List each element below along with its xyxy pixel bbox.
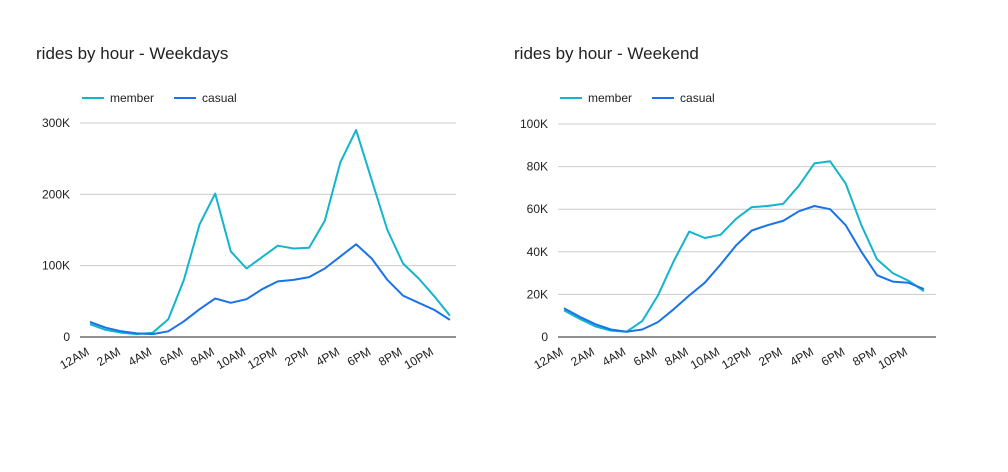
y-tick-label: 300K <box>42 116 70 130</box>
x-tick-label: 6PM <box>345 344 373 368</box>
x-tick-label: 4AM <box>600 344 628 368</box>
x-tick-label: 8PM <box>376 344 404 368</box>
x-tick-label: 12AM <box>531 344 565 372</box>
x-tick-label: 4AM <box>126 344 154 368</box>
y-tick-label: 100K <box>520 117 548 131</box>
x-tick-label: 8PM <box>850 344 878 368</box>
y-tick-label: 80K <box>527 160 548 174</box>
x-tick-label: 6AM <box>157 344 185 368</box>
legend-item-casual: casual <box>174 91 237 105</box>
legend-swatch-member <box>82 97 104 99</box>
legend-item-member: member <box>560 91 632 105</box>
y-tick-label: 60K <box>527 202 548 216</box>
x-tick-label: 4PM <box>314 344 342 368</box>
legend-label: member <box>110 91 155 105</box>
y-tick-label: 40K <box>527 245 548 259</box>
chart-legend: member casual <box>560 91 735 105</box>
x-tick-label: 2PM <box>756 344 784 368</box>
chart-weekdays: rides by hour - Weekdays member casual 0… <box>0 0 480 472</box>
legend-label: member <box>588 91 633 105</box>
y-tick-label: 0 <box>541 330 548 344</box>
x-tick-label: 12AM <box>57 344 91 372</box>
x-tick-label: 2PM <box>282 344 310 368</box>
legend-swatch-casual <box>174 97 197 99</box>
x-tick-label: 10PM <box>876 344 910 372</box>
x-tick-label: 12PM <box>245 344 279 372</box>
y-tick-label: 100K <box>42 259 70 273</box>
x-tick-label: 6PM <box>819 344 847 368</box>
x-tick-label: 8AM <box>662 344 690 368</box>
y-tick-label: 200K <box>42 187 70 201</box>
x-tick-label: 8AM <box>188 344 216 368</box>
legend-item-casual: casual <box>652 91 715 105</box>
x-tick-label: 10PM <box>402 344 436 372</box>
chart-title: rides by hour - Weekend <box>514 44 699 63</box>
x-tick-label: 4PM <box>788 344 816 368</box>
chart-plot-area: 0 20K 40K 60K 80K 100K 12AM 2AM 4AM 6AM 8AM10AM12P… <box>520 117 936 372</box>
series-line-casual <box>563 205 925 333</box>
x-tick-label: 12PM <box>719 344 753 372</box>
y-tick-label: 0 <box>63 330 70 344</box>
x-tick-label: 10AM <box>688 344 722 372</box>
legend-swatch-member <box>560 97 582 99</box>
series-line-casual <box>89 243 451 336</box>
x-tick-label: 10AM <box>214 344 248 372</box>
legend-swatch-casual <box>652 97 675 99</box>
series-line-member <box>563 160 925 333</box>
chart-weekend: rides by hour - Weekend member casual 0 2… <box>480 0 960 472</box>
legend-item-member: member <box>82 91 154 105</box>
series-line-member <box>89 129 451 336</box>
y-tick-label: 20K <box>527 287 548 301</box>
x-tick-label: 2AM <box>94 344 122 368</box>
legend-label: casual <box>202 91 237 105</box>
chart-legend: member casual <box>82 91 257 105</box>
legend-label: casual <box>680 91 715 105</box>
x-tick-label: 6AM <box>631 344 659 368</box>
x-tick-label: 2AM <box>568 344 596 368</box>
chart-title: rides by hour - Weekdays <box>36 44 229 63</box>
